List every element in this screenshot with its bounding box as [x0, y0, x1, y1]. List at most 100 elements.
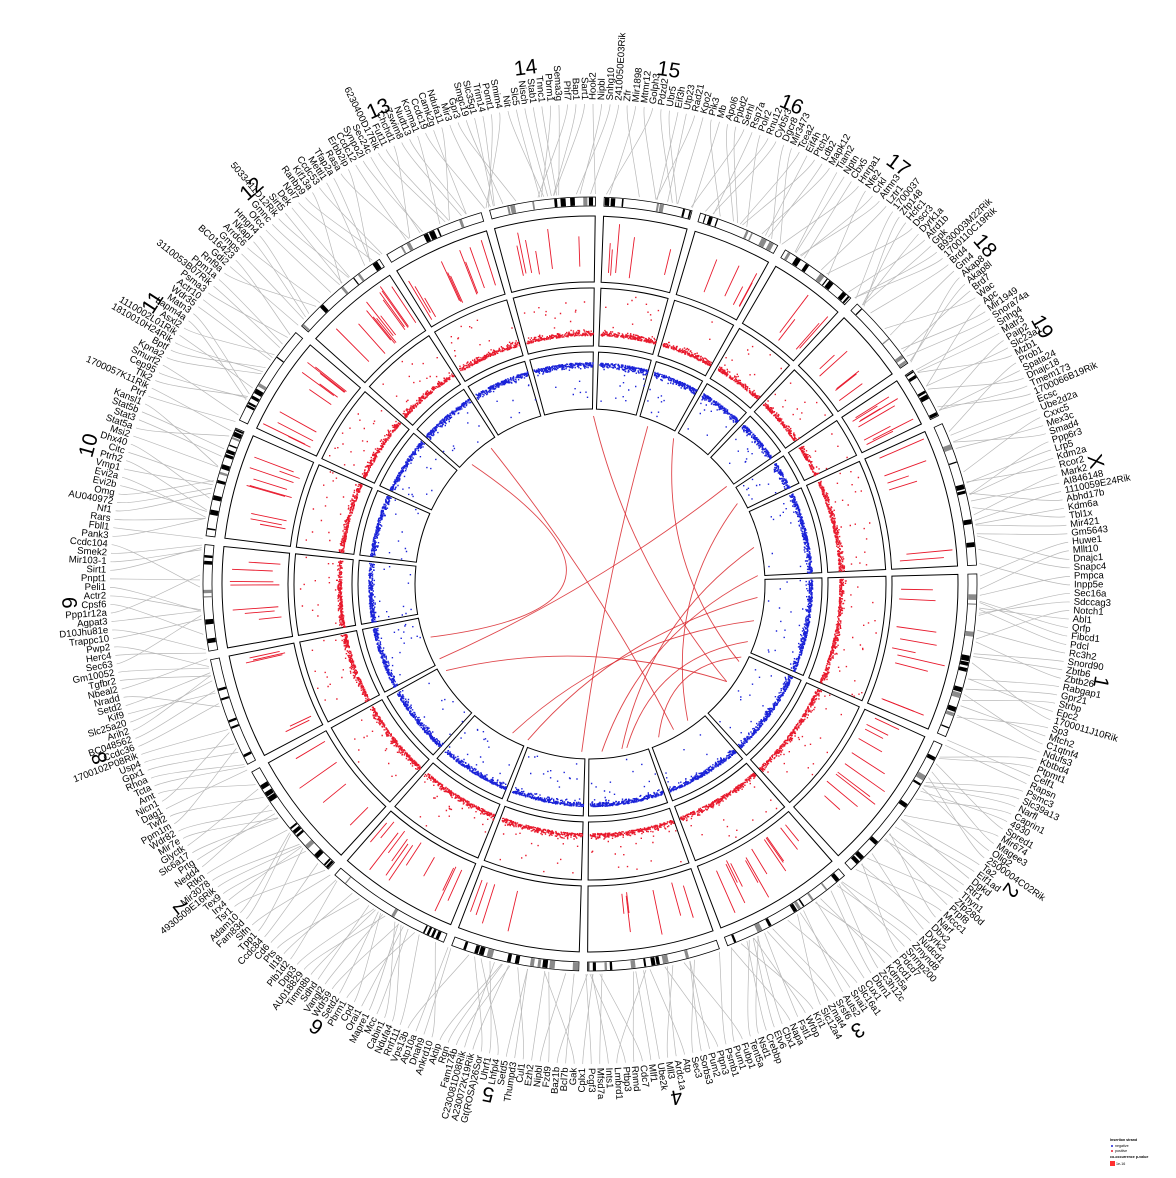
ideogram-band — [801, 263, 810, 273]
gene-label-connector — [975, 641, 1061, 679]
ideogram-band — [960, 654, 970, 662]
negative-sector-15 — [595, 351, 652, 416]
positive-sector-12 — [368, 334, 462, 427]
gene-label-connector — [553, 104, 577, 196]
gene-label: Sirt1 — [86, 564, 106, 576]
ideogram-band — [302, 324, 310, 332]
gene-label-connector — [456, 965, 511, 1046]
gene-label-connector — [969, 457, 1054, 496]
insertion-site-mark — [245, 654, 283, 664]
gene-label-connector — [815, 901, 865, 979]
insertion-site-mark — [725, 863, 746, 904]
gene-label-connector — [119, 675, 211, 682]
gene-label-connector — [130, 443, 210, 499]
negative-sector-11 — [379, 432, 458, 511]
ideogram-band — [906, 371, 914, 377]
co-occurrence-link — [527, 596, 758, 741]
ideogram-band — [908, 375, 917, 383]
insertion-site-mark — [369, 832, 399, 871]
chromosome-label-17: 17 — [882, 149, 914, 181]
chromosome-ideogram-14 — [489, 196, 596, 220]
ideogram-band — [928, 412, 938, 419]
gene-label: Mb — [715, 104, 729, 120]
co-occurrence-link — [671, 438, 740, 662]
ideogram-band — [959, 660, 969, 666]
ideogram-band — [967, 603, 976, 605]
ideogram-band — [604, 197, 610, 206]
insertion-site-mark — [244, 610, 275, 614]
negative-sector-18 — [710, 415, 782, 485]
ideogram-band — [609, 961, 613, 970]
gene-label-connector — [677, 117, 704, 205]
co-occurrence-link — [445, 655, 727, 683]
insertion-site-mark — [249, 467, 294, 484]
gene-label-connector — [599, 973, 643, 1062]
chromosome-ideogram-2 — [844, 740, 943, 871]
gene-label-connector — [111, 544, 201, 588]
gene-label: Sec16a — [1074, 588, 1107, 600]
insertion-site-mark — [879, 438, 925, 459]
gene-label-connector — [937, 393, 1031, 408]
insertion-site-mark — [882, 698, 924, 716]
gene-label-connector — [391, 925, 402, 1022]
gene-label-connector — [781, 185, 859, 245]
ideogram-band — [604, 962, 608, 971]
ideogram-band — [687, 210, 692, 219]
chromosome-label-9: 9 — [59, 597, 82, 610]
gene-label-connector — [579, 104, 602, 195]
insertion-site-mark — [465, 261, 479, 294]
gene-label-connector — [950, 401, 1035, 436]
gene-label-connector — [592, 104, 596, 195]
ideogram-band — [945, 710, 955, 717]
gene-label: Slc5 — [508, 86, 522, 106]
gene-label-connector — [433, 130, 467, 215]
gene-label-connector — [979, 602, 1068, 637]
gene-label-connector — [114, 518, 206, 521]
gene-label-connector — [656, 112, 679, 200]
insertion-site-mark — [906, 549, 953, 555]
gene-label: Citc — [107, 441, 126, 456]
gene-label-connector — [939, 370, 1021, 411]
ideogram-band — [246, 404, 255, 411]
gene-label-connector — [969, 441, 1049, 495]
gene-label-connector — [968, 678, 1053, 712]
gene-label: Pdcl — [1069, 640, 1089, 653]
insertion-site-mark — [860, 408, 881, 422]
negative-sector-16 — [639, 361, 704, 432]
gene-label-connector — [978, 601, 1070, 614]
ideogram-band — [276, 356, 284, 363]
gene-label: Mir103-1 — [68, 554, 106, 567]
gene-label-connector — [838, 883, 879, 969]
gene-label: Pbrm1 — [542, 73, 555, 102]
gene-label-connector — [840, 882, 905, 947]
gene-label: Rgn — [437, 1045, 453, 1065]
gene-label-connector — [972, 507, 1066, 518]
insertion-site-mark — [248, 561, 281, 565]
gene-label-connector — [692, 121, 720, 208]
gene-label-connector — [431, 942, 436, 1038]
insertion-site-mark — [405, 842, 422, 866]
gene-label: Mir1898 — [631, 67, 645, 103]
gene-label: Nipbl — [532, 1065, 545, 1088]
gene-label-connector — [976, 535, 1070, 560]
gene-label: Peli1 — [85, 582, 106, 593]
gene-label-connector — [113, 618, 202, 639]
gene-label-connector — [827, 190, 866, 276]
gene-label-connector — [689, 960, 710, 1049]
insertion-site-mark — [481, 884, 496, 924]
insertion-site-mark — [279, 411, 317, 433]
gene-label: Mllt10 — [1072, 543, 1098, 556]
insertion-site-mark — [888, 480, 918, 491]
gene-label-connector — [742, 159, 815, 226]
chromosome-ideogram-X — [933, 423, 977, 566]
gene-label: Pik3 — [707, 96, 722, 117]
gene-label: Baz1b — [549, 1066, 562, 1094]
negative-sector-14 — [529, 351, 594, 416]
ideogram-band — [754, 922, 763, 933]
insertion-site-mark — [517, 232, 527, 274]
gene-label-connector — [556, 973, 588, 1063]
insertion-site-mark — [408, 280, 433, 320]
legend-pvalue-swatch — [1110, 1161, 1115, 1166]
insertion-site-mark — [423, 857, 435, 877]
gene-label: Huwe1 — [1072, 534, 1103, 548]
